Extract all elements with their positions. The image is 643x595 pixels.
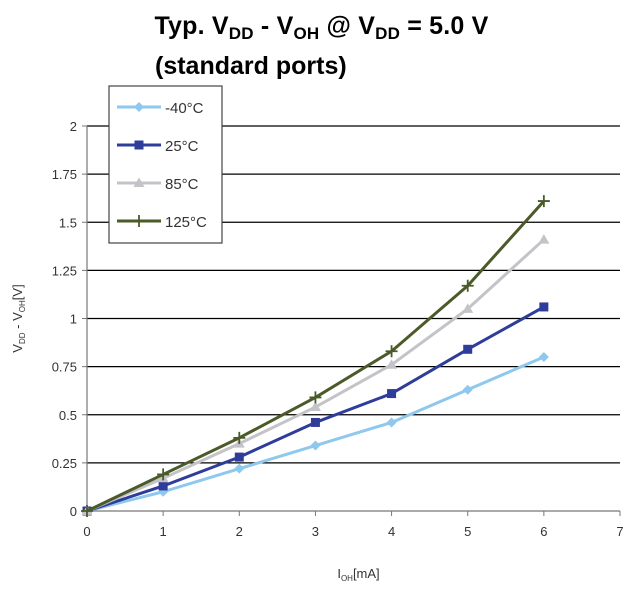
legend-box (108, 85, 223, 244)
legend-marker (133, 177, 145, 187)
y-tick-label: 1.75 (52, 167, 77, 182)
y-tick-label: 1 (70, 312, 77, 327)
chart-title: Typ. VDD - VOH @ VDD = 5.0 V (154, 12, 489, 43)
y-axis-label: VDD - VOH[V] (10, 284, 27, 352)
x-tick-label: 3 (312, 524, 319, 539)
data-point (463, 344, 473, 354)
x-tick-label: 5 (464, 524, 471, 539)
data-point (462, 384, 473, 395)
data-point (157, 468, 170, 481)
chart-subtitle: (standard ports) (155, 52, 347, 80)
data-point (309, 401, 321, 412)
x-tick-label: 7 (616, 524, 623, 539)
y-tick-label: 1.25 (52, 263, 77, 278)
legend-label: 125°C (165, 214, 207, 231)
x-tick-label: 6 (540, 524, 547, 539)
y-tick-label: 0.5 (59, 408, 77, 423)
data-point (234, 463, 245, 474)
data-point (386, 359, 398, 369)
data-point (387, 389, 397, 399)
data-point (310, 417, 320, 427)
legend-marker (133, 215, 145, 227)
x-axis-label: IOH[mA] (337, 566, 379, 583)
series-line-3 (86, 200, 545, 513)
series (81, 195, 550, 517)
series-line-2 (86, 238, 545, 513)
x-tick-label: 0 (83, 524, 90, 539)
legend: -40°C 25°C 85°C 125°C (108, 85, 223, 244)
data-point (233, 431, 246, 444)
x-tick-label: 1 (160, 524, 167, 539)
data-point (538, 352, 549, 362)
data-point (538, 234, 550, 244)
y-tick-label: 0 (70, 504, 77, 519)
data-point (461, 279, 474, 292)
y-tick-label: 0.75 (52, 360, 77, 375)
data-point (539, 302, 549, 312)
data-point (81, 505, 93, 517)
data-point (462, 303, 474, 313)
tick-labels: 0 1 2 3 4 5 6 7 0 0.25 0.5 0.75 1 1.25 1.5 1.75 2 (52, 119, 624, 539)
legend-marker (134, 140, 144, 150)
data-point (158, 481, 168, 491)
legend-marker (134, 102, 144, 112)
legend-label: 25°C (165, 138, 199, 155)
data-point (309, 391, 322, 404)
legend-label: -40°C (165, 100, 204, 117)
data-point (537, 195, 550, 208)
y-tick-label: 1.5 (59, 215, 77, 230)
data-point (385, 345, 398, 358)
x-tick-label: 4 (388, 524, 395, 539)
data-point (310, 440, 321, 451)
y-tick-label: 0.25 (52, 456, 77, 471)
y-tick-label: 2 (70, 119, 77, 134)
data-point (234, 452, 244, 462)
legend-label: 85°C (165, 176, 199, 193)
data-point (386, 417, 397, 428)
x-tick-label: 2 (236, 524, 243, 539)
